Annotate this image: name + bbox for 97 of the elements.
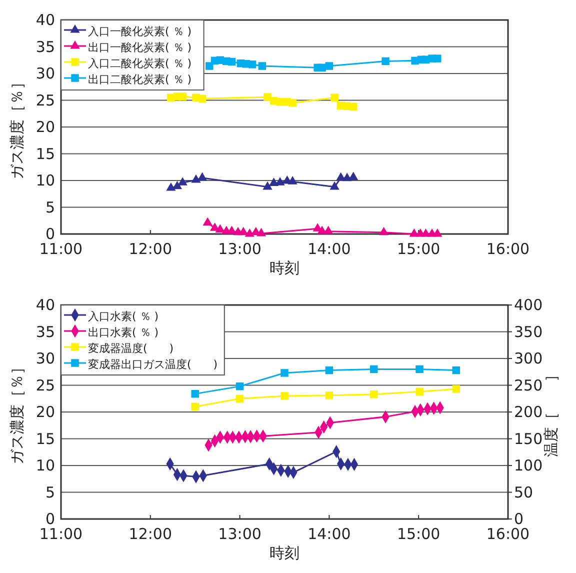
point [198,94,206,103]
legend-label: 入口一酸化炭素( ％ ) [88,25,192,38]
y-tick-label: 20 [36,118,55,136]
point [324,226,334,234]
y2-tick-label: 0 [514,510,524,528]
y-axis-title: ガス濃度［％］ [8,360,26,464]
legend-label: 変成器温度( ) [88,342,174,355]
y-tick-label: 20 [36,403,55,421]
y2-tick-label: 100 [514,456,543,474]
point [325,62,334,70]
point [370,390,378,398]
point [256,228,266,236]
legend-label: 入口二酸化炭素( ％ ) [88,57,192,70]
x-tick-label: 13:00 [218,525,262,543]
legend-label: 出口二酸化炭素( ％ ) [88,73,192,86]
point [330,94,338,102]
point [258,62,266,70]
x-tick-label: 11:00 [39,525,83,543]
point [382,57,390,66]
point [416,388,424,396]
point [228,58,236,66]
x-axis-title: 時刻 [270,259,300,277]
y-tick-label: 10 [36,172,55,190]
x-tick-label: 15:00 [396,240,440,258]
legend-label: 入口水素( ％ ) [88,310,159,323]
point [244,228,254,237]
point [280,369,288,377]
legend-label: 出口水素( ％ ) [88,326,159,339]
point [178,92,186,100]
point [248,60,256,68]
point [349,102,358,111]
y-tick-label: 5 [45,483,55,502]
point [452,385,460,393]
x-tick-label: 14:00 [308,525,351,543]
point [268,178,279,186]
y2-tick-label: 200 [514,403,543,421]
point [166,182,176,191]
point [191,390,199,398]
y-tick-label: 15 [36,144,55,163]
point [206,62,214,70]
point [276,98,284,106]
point [191,402,199,411]
x-tick-label: 15:00 [396,525,440,543]
point [330,181,340,190]
y-tick-label: 30 [36,350,55,368]
point [416,365,424,374]
y-tick-label: 40 [36,296,55,314]
y2-axis-title: 温度［ ］ [542,367,560,457]
y-tick-label: 10 [36,456,55,474]
point [238,226,248,236]
y-tick-label: 15 [36,430,55,448]
point [318,64,326,72]
point [197,172,208,181]
point [202,217,212,226]
point [452,366,460,374]
y-tick-label: 30 [36,64,55,82]
point [236,382,244,390]
y-tick-label: 25 [36,91,55,110]
x-tick-label: 12:00 [128,240,172,258]
y2-tick-label: 350 [514,322,543,341]
legend-label: 出口一酸化炭素( ％ ) [88,41,192,54]
x-axis-title: 時刻 [270,544,300,562]
point [370,365,378,374]
y-tick-label: 40 [36,11,55,29]
point [288,176,298,184]
y2-tick-label: 50 [514,483,534,502]
point [280,392,288,400]
x-tick-label: 13:00 [218,240,262,258]
point [264,93,272,101]
y2-tick-label: 150 [514,430,543,448]
point [262,181,272,190]
point [434,54,442,62]
y-tick-label: 35 [36,38,55,56]
y2-tick-label: 400 [514,296,543,314]
point [325,392,334,400]
point [236,394,244,402]
point [432,228,442,237]
x-tick-label: 16:00 [486,525,530,543]
y-tick-label: 0 [45,510,55,528]
x-tick-label: 12:00 [128,525,172,543]
point [348,172,358,180]
y-tick-label: 5 [45,198,55,216]
y-axis-title: ガス濃度［％］ [8,74,26,180]
legend-label: 変成器出口ガス温度( ) [88,358,218,371]
x-tick-label: 11:00 [39,240,83,258]
x-tick-label: 16:00 [486,240,530,258]
y2-tick-label: 300 [514,350,543,368]
point [288,99,296,107]
x-tick-label: 14:00 [308,240,351,258]
y-tick-label: 35 [36,322,55,341]
point [325,366,334,374]
y-tick-label: 0 [45,225,55,243]
y-tick-label: 25 [36,376,55,394]
point [215,224,225,232]
point [378,226,389,236]
point [178,177,188,186]
y2-tick-label: 250 [514,376,543,394]
